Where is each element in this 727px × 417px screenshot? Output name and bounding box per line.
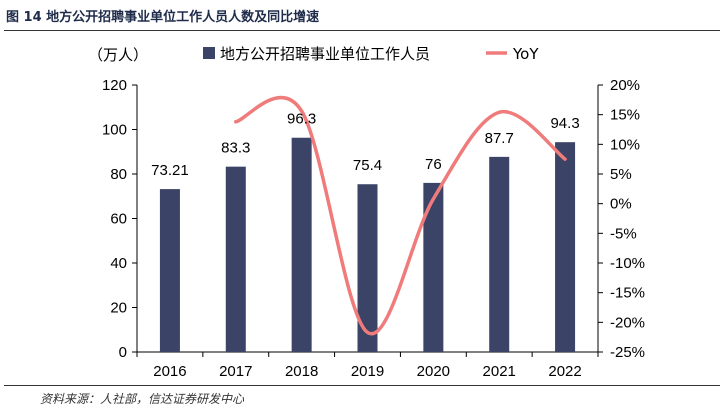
yoy-line <box>234 95 567 336</box>
x-tick-label: 2017 <box>219 363 252 380</box>
bar-value-label: 87.7 <box>485 130 514 147</box>
bar <box>555 142 576 352</box>
right-tick-label: 20% <box>610 77 640 94</box>
legend-bar-label: 地方公开招聘事业单位工作人员 <box>220 45 430 63</box>
bar <box>159 189 180 352</box>
bar-value-label: 83.3 <box>221 140 250 157</box>
legend-line-label: YoY <box>512 45 539 63</box>
left-tick-label: 100 <box>102 122 127 139</box>
bar <box>489 156 510 352</box>
legend-bar-swatch <box>203 47 215 59</box>
source-note: 资料来源：人社部，信达证券研发中心 <box>40 392 245 406</box>
x-tick-label: 2022 <box>548 363 581 380</box>
figure-title: 图 14 地方公开招聘事业单位工作人员人数及同比增速 <box>6 10 320 25</box>
title-rule <box>4 30 720 31</box>
left-tick-label: 60 <box>110 211 127 228</box>
right-tick-label: -10% <box>610 255 645 272</box>
left-tick-label: 40 <box>110 255 127 272</box>
right-tick-label: 0% <box>610 196 632 213</box>
bar <box>357 184 378 352</box>
bar-value-label: 96.3 <box>287 111 316 128</box>
bar <box>423 182 444 352</box>
x-tick-label: 2018 <box>285 363 318 380</box>
x-tick-label: 2021 <box>483 363 516 380</box>
x-tick-label: 2020 <box>417 363 450 380</box>
bar <box>291 137 312 352</box>
right-tick-label: 15% <box>610 107 640 124</box>
bar-value-label: 76 <box>425 156 442 173</box>
legend: 地方公开招聘事业单位工作人员 YoY <box>203 45 539 63</box>
left-tick-label: 20 <box>110 300 127 317</box>
bar-value-label: 73.21 <box>151 162 189 179</box>
x-tick-label: 2019 <box>351 363 384 380</box>
right-tick-label: 10% <box>610 136 640 153</box>
line-series <box>234 95 567 336</box>
axes: 0 20 40 60 80 100 120 -25% -20% -15% -10% -5% 0% 5% 10… <box>102 77 645 380</box>
right-tick-label: 5% <box>610 166 632 183</box>
bar <box>225 166 246 352</box>
data-labels: 73.21 83.3 96.3 75.4 76 87.7 94.3 <box>151 111 580 179</box>
right-tick-label: -25% <box>610 344 645 361</box>
right-tick-label: -20% <box>610 314 645 331</box>
bar-value-label: 94.3 <box>550 115 579 132</box>
bar-series <box>159 137 576 352</box>
x-tick-label: 2016 <box>153 363 186 380</box>
right-tick-label: -5% <box>610 225 637 242</box>
right-tick-label: -15% <box>610 285 645 302</box>
left-tick-label: 0 <box>119 344 127 361</box>
left-axis-unit-label: （万人） <box>88 46 148 64</box>
bar-value-label: 75.4 <box>353 157 382 174</box>
left-tick-label: 120 <box>102 77 127 94</box>
left-tick-label: 80 <box>110 166 127 183</box>
source-rule <box>4 385 720 386</box>
